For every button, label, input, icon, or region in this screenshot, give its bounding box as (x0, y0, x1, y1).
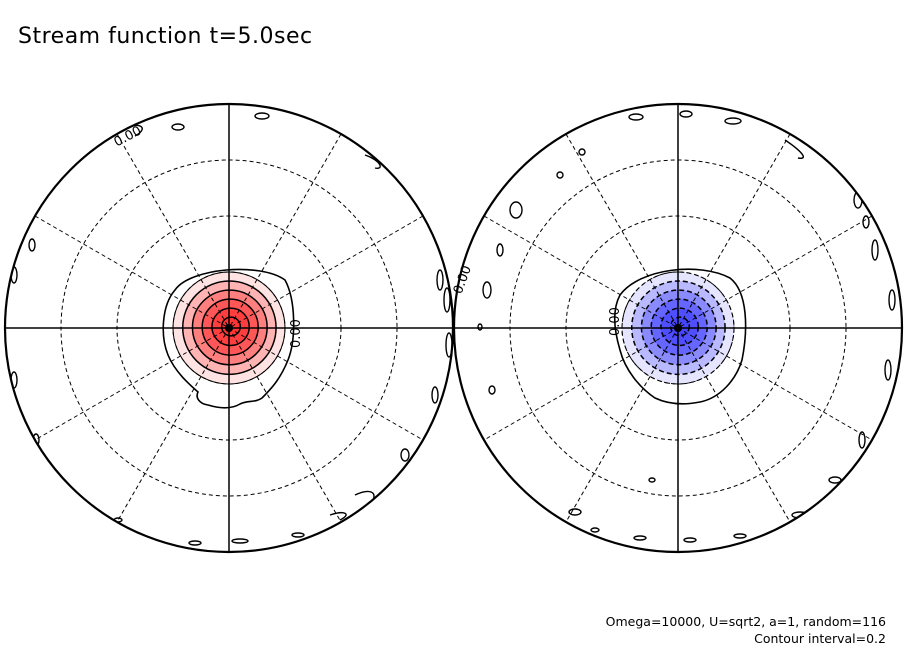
contour-interval-note: Contour interval=0.2 (754, 631, 886, 646)
meridian-line (34, 215, 424, 441)
zero-contour-label: 0.00 (289, 319, 304, 348)
hemisphere-outline (452, 102, 904, 554)
zero-contour (613, 268, 747, 405)
meridian-line (34, 215, 424, 441)
right-hemisphere: 0.00 0.00 (451, 102, 904, 554)
zero-contour (162, 268, 295, 409)
zero-contour-label: 0.00 (451, 264, 475, 296)
zero-contour-label: 0.00 (608, 307, 623, 336)
zero-contour-label: 0.00 (112, 124, 145, 151)
pole-marker (225, 324, 233, 332)
left-hemisphere: 0.00 0.00 (3, 102, 455, 554)
pole-marker (674, 324, 682, 332)
parameters-note: Omega=10000, U=sqrt2, a=1, random=116 (605, 614, 886, 629)
plot-title: Stream function t=5.0sec (18, 24, 313, 49)
